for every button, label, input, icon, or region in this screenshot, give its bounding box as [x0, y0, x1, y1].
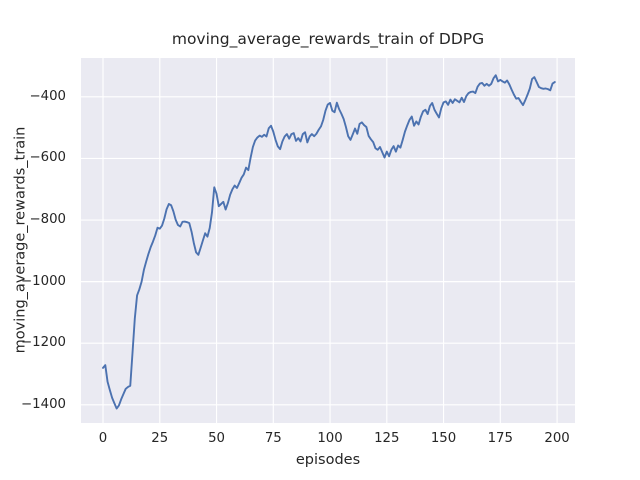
- x-tick-label: 200: [544, 431, 570, 446]
- y-tick-label: −800: [29, 212, 66, 228]
- x-tick-label: 125: [374, 431, 400, 446]
- axes-background: [81, 58, 575, 423]
- x-tick-label: 75: [264, 431, 282, 446]
- data-line: [102, 74, 556, 410]
- chart-title: moving_average_rewards_train of DDPG: [171, 30, 485, 48]
- x-tick-label: 25: [151, 431, 169, 446]
- x-tick-label: 100: [317, 431, 343, 446]
- y-tick-label: −1000: [21, 273, 66, 289]
- x-tick-label: 0: [98, 431, 108, 446]
- x-tick-label: 150: [430, 431, 457, 446]
- x-axis-label: episodes: [295, 452, 361, 468]
- y-tick-label: −1200: [21, 335, 66, 351]
- y-tick-label: −600: [29, 150, 66, 166]
- y-tick-label: −1400: [21, 396, 66, 412]
- y-tick-label: −400: [29, 88, 66, 104]
- x-tick-label: 175: [487, 431, 513, 446]
- x-tick-label: 50: [208, 431, 225, 446]
